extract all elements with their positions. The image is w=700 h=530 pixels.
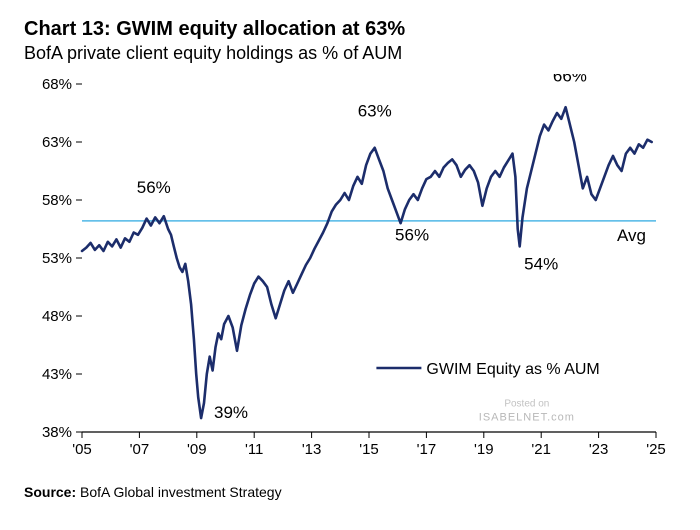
svg-text:'11: '11 <box>245 441 263 458</box>
chart-title: Chart 13: GWIM equity allocation at 63% <box>24 18 676 41</box>
svg-text:'17: '17 <box>417 441 437 458</box>
svg-text:63%: 63% <box>358 101 392 120</box>
svg-text:GWIM Equity as % AUM: GWIM Equity as % AUM <box>426 361 599 378</box>
svg-text:38%: 38% <box>42 424 72 441</box>
svg-text:ISABELNET.com: ISABELNET.com <box>479 411 575 423</box>
svg-text:56%: 56% <box>137 178 171 197</box>
svg-text:'23: '23 <box>589 441 609 458</box>
chart-container: Chart 13: GWIM equity allocation at 63% … <box>0 0 700 530</box>
chart-subtitle: BofA private client equity holdings as %… <box>24 43 676 64</box>
svg-text:'05: '05 <box>72 441 92 458</box>
svg-text:39%: 39% <box>214 403 248 422</box>
svg-text:53%: 53% <box>42 250 72 267</box>
source-text: BofA Global investment Strategy <box>80 484 282 500</box>
svg-text:'19: '19 <box>474 441 494 458</box>
chart-plot-area: 38% 43% 48% 53% 58% 63% 68% '05 '07 '09 '11 '13 '15 '… <box>24 74 676 474</box>
chart-svg: 38% 43% 48% 53% 58% 63% 68% '05 '07 '09 '11 '13 '15 '… <box>24 74 676 474</box>
svg-text:Posted on: Posted on <box>504 398 549 409</box>
svg-text:58%: 58% <box>42 192 72 209</box>
svg-text:43%: 43% <box>42 366 72 383</box>
svg-text:'09: '09 <box>187 441 207 458</box>
svg-text:48%: 48% <box>42 308 72 325</box>
svg-text:63%: 63% <box>42 134 72 151</box>
svg-text:Avg: Avg <box>617 226 646 245</box>
svg-text:'13: '13 <box>302 441 322 458</box>
svg-text:56%: 56% <box>395 226 429 245</box>
svg-text:'07: '07 <box>130 441 150 458</box>
svg-text:54%: 54% <box>524 255 558 274</box>
svg-text:66%: 66% <box>553 74 587 86</box>
chart-source: Source: BofA Global investment Strategy <box>24 484 676 500</box>
svg-text:'21: '21 <box>531 441 551 458</box>
svg-text:68%: 68% <box>42 76 72 93</box>
svg-text:'15: '15 <box>359 441 379 458</box>
svg-text:'25: '25 <box>646 441 666 458</box>
source-prefix: Source: <box>24 484 80 500</box>
